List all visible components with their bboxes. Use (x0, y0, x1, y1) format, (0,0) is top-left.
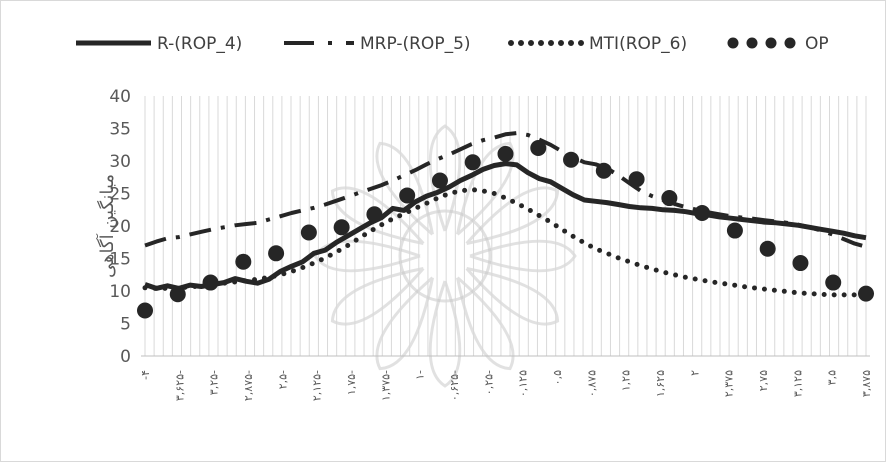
y-tick-label: 0 (120, 347, 131, 367)
op-marker (530, 140, 547, 156)
y-tick-label: 10 (109, 282, 131, 302)
x-tick-label: ۱,۷۵- (345, 370, 358, 395)
series-line-r-rop-4- (144, 161, 867, 291)
legend-swatch-marker (727, 37, 739, 49)
x-tick-label: ۳,۶۲۵- (173, 370, 186, 401)
x-tick-label: ۲,۷۵ (757, 370, 770, 391)
op-marker (792, 255, 809, 272)
x-tick-label: ۱- (414, 370, 427, 380)
watermark-emblem (313, 124, 577, 388)
watermark-petal (313, 239, 421, 273)
legend-item: MTI(ROP_6) (508, 34, 687, 54)
op-marker (661, 190, 678, 207)
op-marker (464, 154, 481, 171)
op-marker (694, 205, 711, 221)
y-tick-label: 15 (109, 250, 131, 270)
x-tick-label: ۰,۵ (551, 370, 564, 385)
watermark-petal (469, 239, 577, 273)
legend-label: OP (805, 34, 829, 54)
x-tick-label: ۲,۸۷۵- (242, 370, 255, 401)
y-tick-label: 35 (109, 120, 131, 140)
op-marker (726, 222, 743, 239)
watermark-petal (375, 276, 434, 371)
x-tick-label: ۰,۸۷۵ (585, 370, 598, 397)
x-tick-label: ۲ (688, 370, 701, 376)
op-marker (268, 245, 285, 262)
op-marker (497, 145, 514, 162)
op-marker (825, 274, 842, 291)
x-tick-label: ۲,۱۲۵- (311, 370, 324, 401)
x-tick-label: ۳,۵ (826, 370, 839, 385)
legend-swatch-marker (746, 37, 758, 49)
op-marker (202, 274, 219, 291)
legend-label: MRP-(ROP_5) (360, 34, 471, 54)
legend-item: OP (727, 34, 829, 54)
x-axis-ticks: -۴ ۳,۶۲۵- ۳,۲۵- ۲,۸۷۵- ۲,۵- ۲,۱۲۵- ۱,۷۵- ۱,۳۷۵-… (139, 370, 873, 401)
op-marker (431, 172, 448, 189)
x-tick-label: ۲,۵- (276, 370, 289, 389)
x-tick-label: ۳,۸۷۵ (860, 370, 873, 397)
vertical-gridlines (141, 96, 870, 357)
x-tick-label: ۳,۱۲۵ (791, 370, 804, 397)
x-tick-label: -۴ (139, 370, 152, 380)
op-marker (366, 206, 383, 223)
op-marker (235, 253, 252, 270)
x-tick-label: ۱,۳۷۵- (379, 370, 392, 401)
series-line-mti-rop-6- (142, 187, 869, 298)
op-marker (858, 285, 874, 302)
legend-item: MRP-(ROP_5) (284, 34, 471, 54)
x-tick-label: ۱,۲۵ (620, 370, 633, 391)
legend-label: R-(ROP_4) (157, 34, 242, 54)
watermark-petal (375, 141, 434, 236)
x-tick-label: ۰,۲۵- (482, 370, 495, 395)
legend-swatch-marker (765, 37, 777, 49)
watermark-ring (398, 209, 492, 303)
op-marker (628, 171, 645, 188)
watermark-petal (456, 276, 515, 371)
legend: R-(ROP_4) MRP-(ROP_5) MTI(ROP_6) OP (76, 34, 829, 54)
y-tick-label: 25 (109, 185, 131, 205)
x-tick-label: ۳,۲۵- (208, 370, 221, 395)
op-marker (300, 224, 317, 241)
legend-label: MTI(ROP_6) (589, 34, 687, 54)
series-line-mrp-rop-5- (144, 131, 867, 249)
y-axis-title: میانگین آگاهی (95, 174, 118, 278)
x-tick-label: ۰,۶۲۵- (448, 370, 461, 401)
legend-item: R-(ROP_4) (76, 34, 242, 54)
watermark-petal (465, 186, 560, 245)
watermark-petal (428, 280, 462, 388)
watermark-petal (330, 267, 425, 326)
y-tick-label: 40 (109, 87, 131, 107)
y-tick-label: 20 (109, 217, 131, 237)
op-marker (333, 219, 350, 236)
op-marker (137, 302, 153, 319)
x-tick-label: ۲,۳۷۵ (723, 370, 736, 397)
watermark-petal (465, 267, 560, 326)
x-tick-label: ۰,۱۲۵ (517, 370, 530, 397)
y-axis-ticks: 0 5 10 15 20 25 30 35 40 (109, 87, 131, 367)
op-marker (399, 187, 416, 204)
series-layer (137, 131, 874, 319)
x-tick-label: ۱,۶۲۵ (654, 370, 667, 397)
y-tick-label: 5 (120, 315, 131, 335)
op-marker (169, 286, 186, 303)
op-marker (595, 162, 612, 179)
y-tick-label: 30 (109, 152, 131, 172)
op-marker (759, 240, 776, 257)
op-marker (563, 151, 580, 168)
legend-swatch-marker (784, 37, 796, 49)
